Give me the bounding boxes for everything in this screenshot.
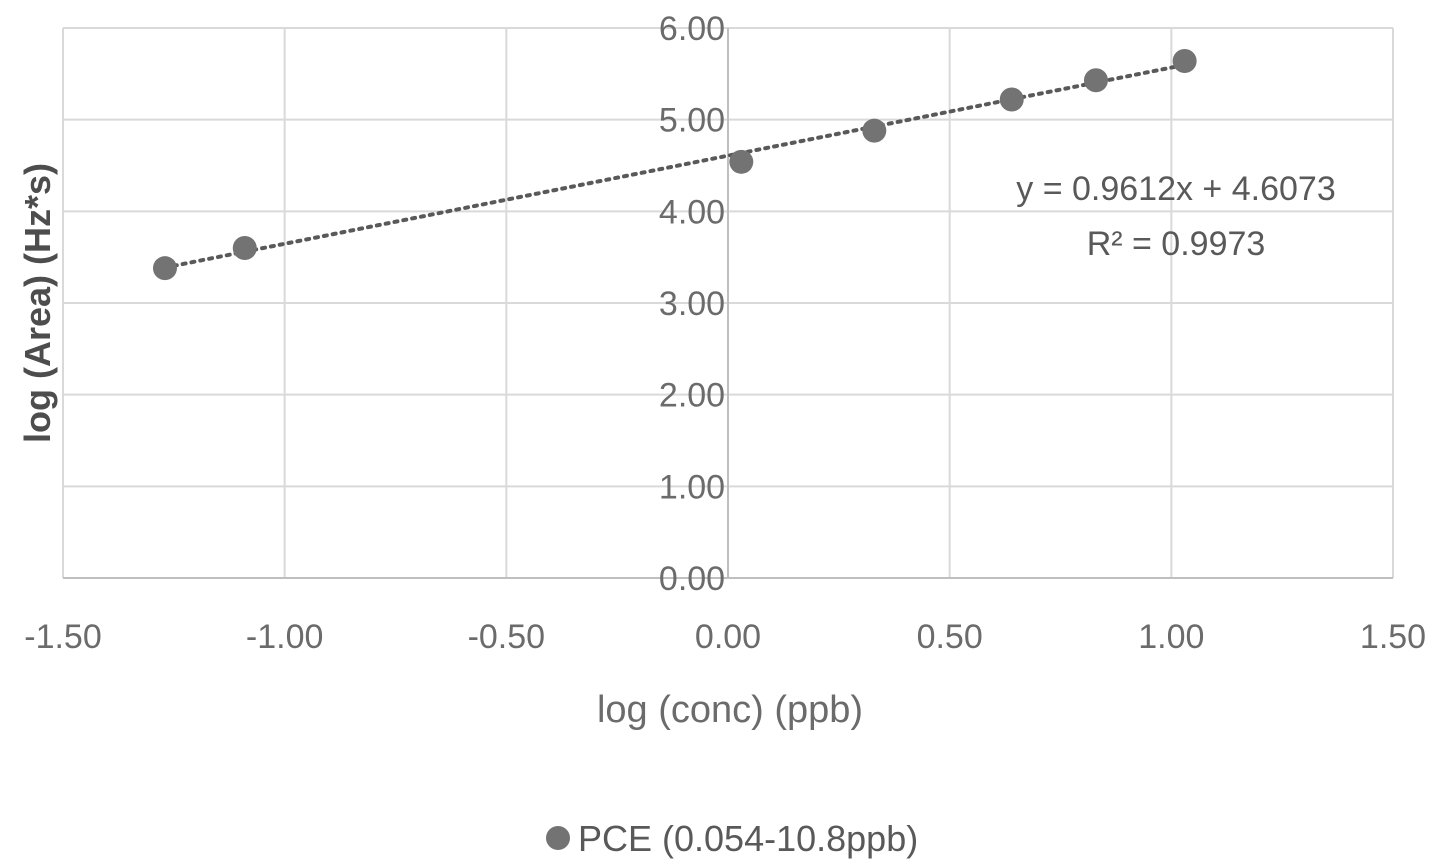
x-tick-labels: -1.50 -1.00 -0.50 0.00 0.50 1.00 1.50: [24, 618, 1426, 656]
data-point: [862, 118, 887, 143]
x-tick-label: -1.50: [24, 618, 102, 656]
y-tick-label: 3.00: [659, 285, 725, 323]
data-point: [999, 87, 1024, 112]
data-point: [1172, 49, 1197, 73]
trendline-equation: y = 0.9612x + 4.6073: [1016, 170, 1335, 208]
legend: PCE (0.054-10.8ppb): [546, 818, 918, 859]
y-tick-label: 0.00: [659, 560, 725, 598]
trendline-group: [162, 62, 1187, 270]
axes: [63, 28, 1393, 579]
data-point: [729, 149, 754, 174]
data-points: [152, 49, 1197, 281]
y-tick-label: 1.00: [659, 468, 725, 506]
r-squared-label: R² = 0.9973: [1087, 225, 1266, 263]
y-tick-label: 6.00: [659, 10, 725, 48]
data-point: [1083, 68, 1108, 93]
data-point: [232, 236, 257, 260]
y-axis-title: log (Area) (Hz*s): [17, 163, 58, 443]
trendline: [162, 62, 1187, 270]
data-point: [152, 256, 177, 281]
x-tick-label: 0.50: [917, 618, 983, 656]
x-tick-label: -1.00: [246, 618, 324, 656]
x-tick-label: -0.50: [468, 618, 546, 656]
x-tick-label: 0.00: [695, 618, 761, 656]
x-tick-label: 1.50: [1360, 618, 1426, 656]
y-tick-label: 5.00: [659, 102, 725, 140]
y-tick-label: 4.00: [659, 193, 725, 231]
y-tick-labels: 0.00 1.00 2.00 3.00 4.00 5.00 6.00: [659, 10, 725, 598]
legend-marker: [546, 826, 570, 850]
y-tick-label: 2.00: [659, 377, 725, 415]
x-axis-title: log (conc) (ppb): [597, 689, 863, 731]
legend-label: PCE (0.054-10.8ppb): [578, 818, 918, 859]
x-tick-label: 1.00: [1138, 618, 1204, 656]
